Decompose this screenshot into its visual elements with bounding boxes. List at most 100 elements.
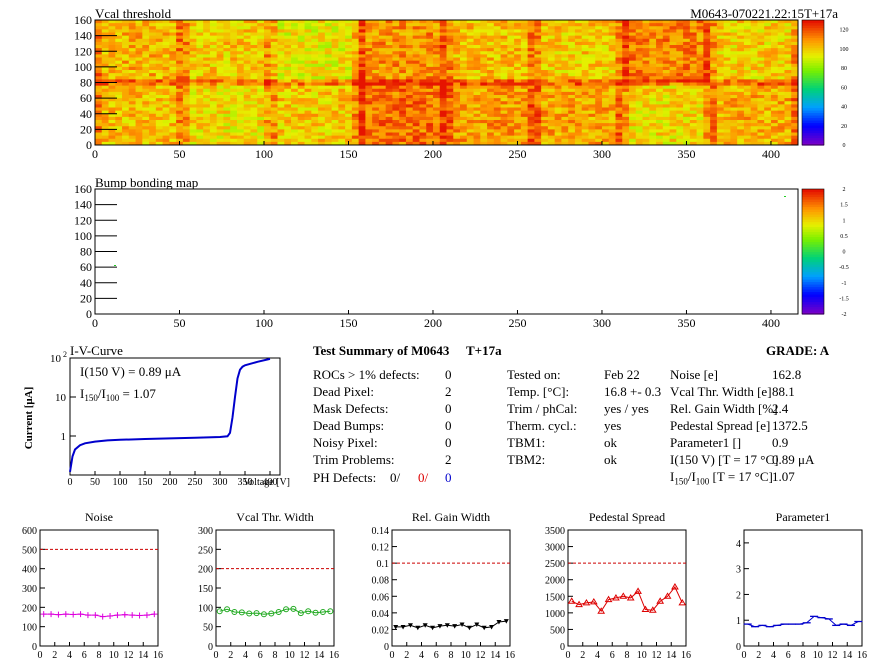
- heatmap-cell: [115, 38, 123, 43]
- data-point: [290, 605, 297, 612]
- heatmap-cell: [635, 101, 643, 105]
- heatmap-cell: [710, 48, 718, 52]
- small-x-tick-label: 16: [329, 650, 339, 661]
- heatmap-cell: [608, 82, 616, 87]
- heatmap-cell: [277, 32, 285, 37]
- heatmap-cell: [257, 107, 265, 112]
- small-x-tick-label: 4: [243, 650, 248, 661]
- heatmap-cell: [101, 101, 109, 105]
- heatmap-cell: [723, 110, 731, 115]
- heatmap-cell: [453, 82, 461, 87]
- heatmap-cell: [419, 79, 427, 83]
- heatmap-cell: [635, 141, 643, 146]
- heatmap-cell: [155, 107, 163, 112]
- heatmap-cell: [324, 104, 332, 108]
- mid-value: Feb 22: [604, 367, 640, 382]
- heatmap-cell: [257, 32, 265, 37]
- heatmap-cell: [656, 66, 664, 71]
- heatmap-cell: [128, 38, 136, 43]
- heatmap-cell: [223, 88, 231, 93]
- heatmap-cell: [291, 123, 299, 127]
- heatmap-cell: [534, 120, 542, 124]
- heatmap-cell: [683, 91, 691, 96]
- heatmap-cell: [629, 85, 637, 90]
- heatmap-cell: [392, 110, 400, 115]
- heatmap-cell: [649, 48, 657, 52]
- heatmap-cell: [162, 48, 170, 52]
- small-y-tick-label: 500: [550, 625, 565, 636]
- heatmap-cell: [149, 129, 157, 133]
- small-plot-title: Parameter1: [776, 510, 831, 524]
- heatmap-cell: [135, 132, 143, 137]
- heatmap-cell: [155, 45, 163, 49]
- heatmap-cell: [622, 63, 630, 68]
- heatmap-cell: [784, 135, 792, 140]
- heatmap-cell: [128, 107, 136, 112]
- heatmap-cell: [622, 29, 630, 33]
- heatmap-cell: [412, 29, 420, 33]
- heatmap-cell: [372, 48, 380, 52]
- heatmap-cell: [345, 73, 353, 77]
- heatmap-cell: [223, 54, 231, 58]
- heatmap-cell: [541, 120, 549, 124]
- heatmap-cell: [656, 73, 664, 77]
- heatmap-cell: [480, 20, 488, 24]
- heatmap-cell: [770, 95, 779, 99]
- heatmap-cell: [466, 32, 474, 37]
- heatmap-cell: [419, 132, 427, 137]
- heatmap-cell: [581, 73, 589, 77]
- heatmap-cell: [466, 57, 474, 62]
- heatmap-cell: [683, 85, 691, 90]
- heatmap-cell: [345, 26, 353, 30]
- heatmap-cell: [331, 51, 339, 55]
- heatmap-cell: [385, 113, 393, 118]
- heatmap-cell: [263, 88, 272, 93]
- heatmap-cell: [439, 73, 447, 77]
- heatmap-cell: [703, 138, 711, 143]
- small-y-tick-label: 0.14: [372, 526, 390, 537]
- heatmap-cell: [230, 91, 238, 96]
- heatmap-cell: [142, 63, 150, 68]
- heatmap-cell: [527, 82, 535, 87]
- heatmap-cell: [757, 60, 765, 65]
- heatmap-cell: [291, 107, 299, 112]
- heatmap-cell: [770, 57, 779, 62]
- heatmap-cell: [95, 120, 103, 124]
- heatmap-cell: [216, 95, 224, 99]
- heatmap-cell: [216, 23, 224, 27]
- heatmap-cell: [487, 138, 495, 143]
- small-x-tick-label: 8: [625, 650, 630, 661]
- heatmap-cell: [345, 98, 353, 102]
- data-point: [92, 612, 99, 619]
- heatmap-cell: [108, 132, 116, 137]
- colorbar-segment: [802, 244, 824, 248]
- heatmap-cell: [527, 20, 535, 24]
- heatmap-cell: [588, 116, 596, 121]
- heatmap-cell: [122, 35, 130, 40]
- heatmap-cell: [169, 29, 177, 33]
- heatmap-cell: [534, 35, 542, 40]
- heatmap-cell: [358, 132, 366, 137]
- colorbar-segment: [802, 274, 824, 278]
- heatmap-cell: [439, 48, 447, 52]
- heatmap-cell: [115, 98, 123, 102]
- heatmap-cell: [142, 123, 150, 127]
- heatmap-cell: [108, 141, 116, 146]
- heatmap-cell: [770, 70, 779, 74]
- heatmap-cell: [257, 35, 265, 40]
- heatmap-cell: [108, 123, 116, 127]
- heatmap-cell: [689, 73, 698, 77]
- heatmap-cell: [385, 66, 393, 71]
- heatmap-cell: [595, 110, 603, 115]
- heatmap-cell: [351, 57, 360, 62]
- heatmap-cell: [419, 51, 427, 55]
- heatmap-cell: [196, 70, 204, 74]
- heatmap-cell: [601, 32, 610, 37]
- heatmap-cell: [770, 82, 779, 87]
- heatmap-cell: [541, 41, 549, 46]
- heatmap-cell: [155, 138, 163, 143]
- heatmap-cell: [757, 23, 765, 27]
- heatmap-cell: [710, 85, 718, 90]
- heatmap-cell: [311, 113, 319, 118]
- heatmap-cell: [500, 113, 508, 118]
